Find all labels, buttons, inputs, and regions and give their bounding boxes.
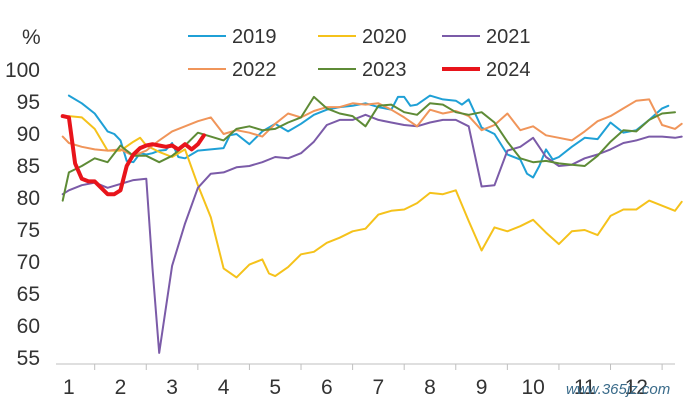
series-line-2020 bbox=[67, 115, 683, 279]
y-tick-label: 95 bbox=[17, 91, 40, 114]
legend-label-2019: 2019 bbox=[232, 26, 277, 48]
legend-label-2021: 2021 bbox=[486, 26, 531, 48]
x-tick-label: 12 bbox=[625, 376, 648, 399]
legend-label-2020: 2020 bbox=[362, 26, 407, 48]
legend: 2019 2020 2021 2022 2023 2024 bbox=[188, 26, 531, 81]
y-tick-label: 90 bbox=[17, 123, 40, 146]
y-unit-label: % bbox=[22, 26, 41, 49]
watermark-text: www.365jz.com bbox=[566, 381, 670, 398]
x-tick-label: 7 bbox=[373, 376, 385, 399]
y-tick-label: 65 bbox=[17, 283, 40, 306]
legend-label-2023: 2023 bbox=[362, 59, 407, 81]
legend-label-2024: 2024 bbox=[486, 59, 531, 81]
x-tick-label: 3 bbox=[166, 376, 178, 399]
series-line-2023 bbox=[61, 95, 676, 202]
series-line-2024 bbox=[60, 114, 206, 197]
y-tick-label: 60 bbox=[17, 315, 40, 338]
y-tick-label: 85 bbox=[17, 155, 40, 178]
series-line-2021 bbox=[61, 113, 683, 354]
y-tick-label: 80 bbox=[17, 187, 40, 210]
x-tick-label: 1 bbox=[63, 376, 75, 399]
x-axis: 1 2 3 4 5 6 7 8 9 10 11 12 bbox=[56, 363, 675, 399]
x-tick-label: 9 bbox=[476, 376, 488, 399]
x-tick-label: 6 bbox=[321, 376, 333, 399]
y-tick-label: 70 bbox=[17, 251, 40, 274]
series-layer bbox=[60, 94, 683, 354]
x-tick-label: 11 bbox=[574, 376, 596, 399]
y-tick-label: 75 bbox=[17, 219, 40, 242]
y-axis: 55 60 65 70 75 80 85 90 95 100 bbox=[5, 59, 40, 370]
x-tick-label: 8 bbox=[424, 376, 436, 399]
series-line-2019 bbox=[67, 94, 670, 179]
x-tick-label: 10 bbox=[521, 376, 544, 399]
y-tick-label: 55 bbox=[17, 347, 40, 370]
x-tick-label: 5 bbox=[269, 376, 281, 399]
x-tick-label: 2 bbox=[115, 376, 127, 399]
legend-label-2022: 2022 bbox=[232, 59, 277, 81]
x-tick-label: 4 bbox=[218, 376, 230, 399]
series-line-2022 bbox=[61, 98, 683, 157]
y-tick-label: 100 bbox=[5, 59, 40, 82]
